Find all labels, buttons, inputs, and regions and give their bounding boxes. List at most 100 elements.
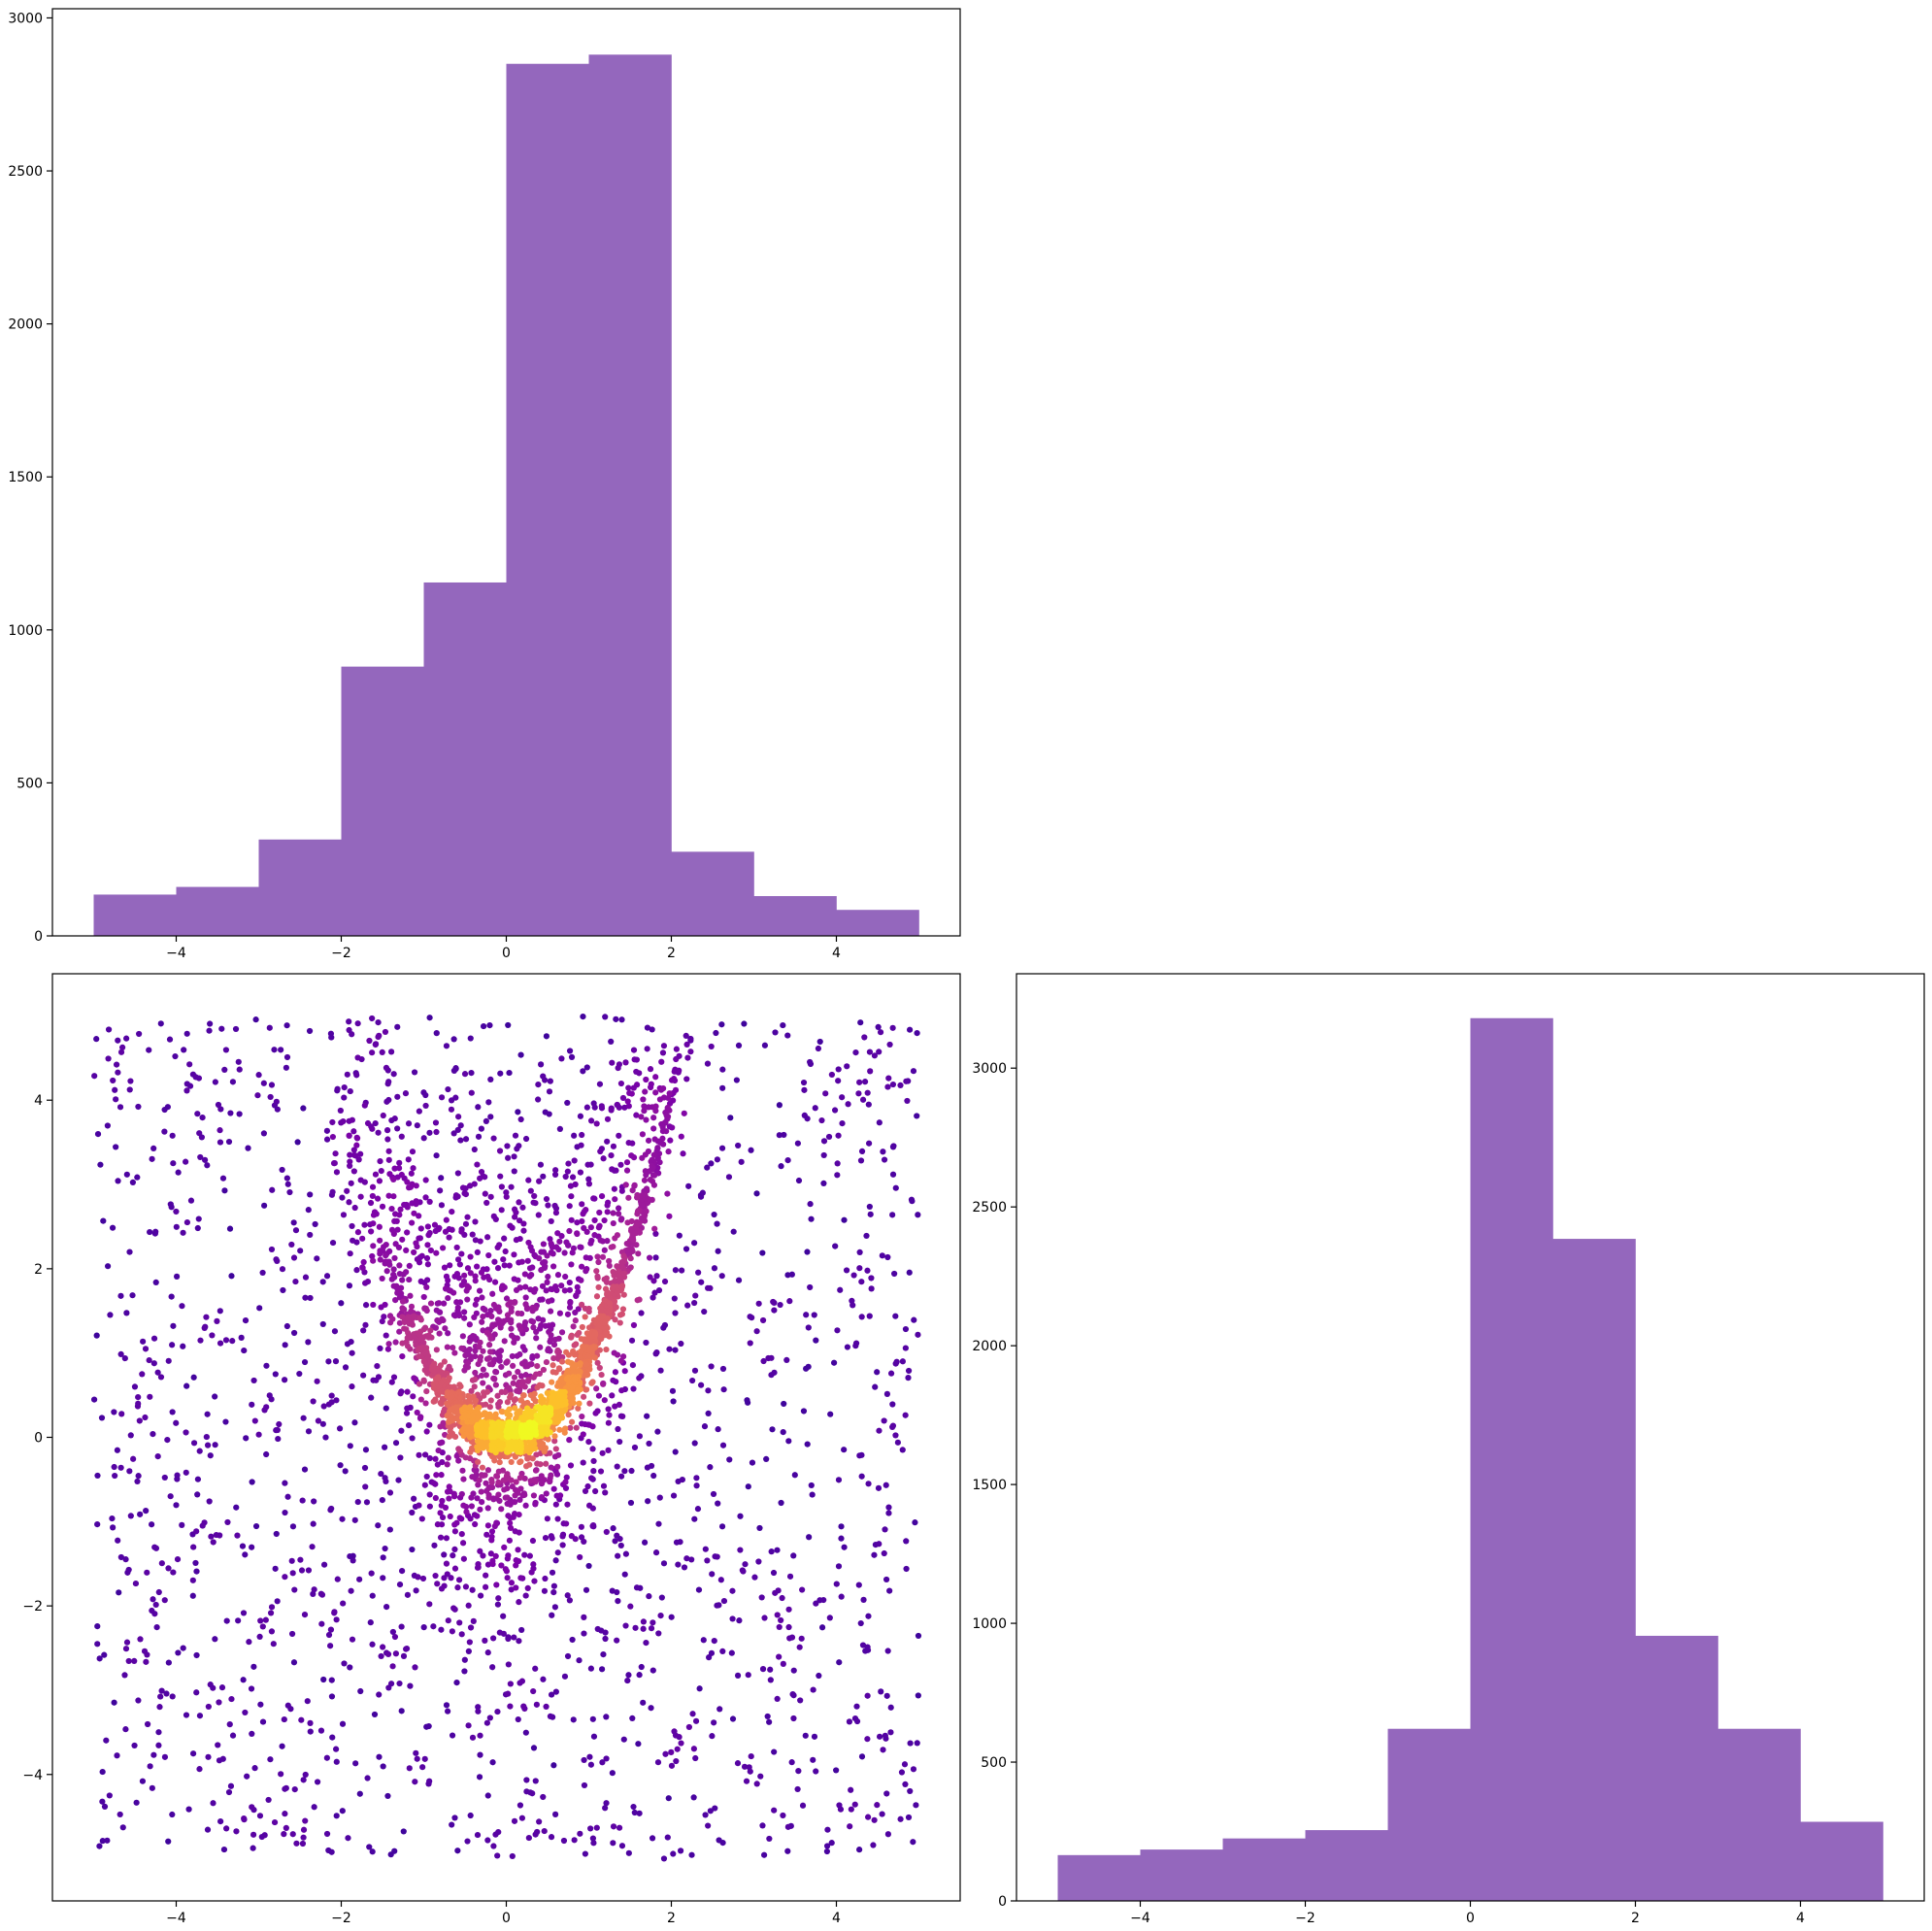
scatter-point <box>522 1294 529 1301</box>
scatter-point <box>398 1568 406 1575</box>
scatter-point <box>646 1593 652 1600</box>
scatter-point <box>789 1691 796 1698</box>
scatter-point <box>768 1548 775 1555</box>
scatter-point <box>652 1089 659 1096</box>
scatter-point <box>633 1229 640 1237</box>
scatter-point <box>127 1432 134 1439</box>
scatter-point <box>543 1033 550 1040</box>
scatter-point <box>800 1079 808 1086</box>
scatter-point <box>545 1298 552 1305</box>
scatter-point <box>604 1209 611 1215</box>
scatter-point <box>207 1452 214 1459</box>
scatter-point <box>450 1036 457 1043</box>
scatter-point <box>601 1247 608 1253</box>
scatter-point <box>350 1128 357 1135</box>
scatter-point <box>453 1519 460 1526</box>
scatter-point <box>97 1161 104 1168</box>
scatter-point <box>333 1397 340 1404</box>
scatter-point <box>666 1213 673 1219</box>
scatter-point <box>522 1372 529 1379</box>
scatter-point <box>443 1560 450 1567</box>
scatter-point <box>755 1300 762 1307</box>
scatter-point <box>644 1046 650 1052</box>
scatter-point <box>328 1693 336 1700</box>
scatter-point <box>240 1610 248 1616</box>
scatter-point <box>577 1830 583 1837</box>
scatter-point <box>602 1332 609 1339</box>
scatter-point <box>601 1216 608 1224</box>
scatter-point <box>396 1319 404 1326</box>
scatter-point <box>564 1168 571 1175</box>
scatter-point <box>221 1066 228 1074</box>
scatter-point <box>727 1115 734 1121</box>
scatter-point <box>276 1420 283 1428</box>
scatter-point <box>846 1718 853 1725</box>
scatter-point <box>605 1406 612 1413</box>
scatter-point <box>154 1369 161 1376</box>
scatter-point <box>155 1742 162 1748</box>
scatter-point <box>786 1573 794 1580</box>
scatter-point <box>615 1425 621 1433</box>
scatter-point <box>438 1585 446 1592</box>
scatter-point <box>566 1304 574 1311</box>
scatter-point <box>403 1247 410 1253</box>
scatter-point <box>639 1202 646 1209</box>
scatter-point <box>414 1122 420 1129</box>
scatter-point <box>680 1150 686 1157</box>
scatter-point <box>179 1521 185 1528</box>
scatter-point <box>157 1020 164 1027</box>
scatter-point <box>312 1220 318 1228</box>
scatter-point <box>493 1519 500 1526</box>
scatter-point <box>839 1120 846 1127</box>
scatter-point <box>799 1586 806 1593</box>
scatter-point <box>816 1672 822 1680</box>
scatter-point <box>630 1321 638 1329</box>
scatter-point <box>433 1307 440 1314</box>
scatter-point <box>577 1553 583 1561</box>
scatter-point <box>451 1349 458 1356</box>
scatter-point <box>539 1282 547 1289</box>
scatter-point <box>153 1623 160 1631</box>
scatter-point <box>515 1557 522 1565</box>
scatter-point <box>776 1623 783 1631</box>
scatter-point <box>487 1193 494 1200</box>
scatter-point <box>461 1656 468 1663</box>
scatter-point <box>113 1061 120 1068</box>
scatter-point <box>199 1522 206 1529</box>
scatter-point <box>475 1708 482 1715</box>
scatter-point <box>307 1191 314 1198</box>
scatter-point <box>484 1522 491 1529</box>
top-hist-xtick-label: 2 <box>667 946 676 961</box>
scatter-point <box>612 1196 618 1203</box>
scatter-point <box>833 1581 840 1587</box>
scatter-point <box>593 1120 600 1127</box>
scatter-point <box>511 1511 518 1517</box>
scatter-point <box>300 1105 307 1112</box>
scatter-point <box>528 1569 535 1576</box>
scatter-point <box>567 1298 574 1306</box>
scatter-point <box>579 1201 585 1208</box>
scatter-point <box>521 1705 528 1713</box>
scatter-point <box>342 1364 350 1371</box>
scatter-point <box>202 1156 209 1163</box>
scatter-point <box>498 1183 505 1190</box>
scatter-point <box>614 1101 621 1109</box>
scatter-point <box>683 1041 690 1048</box>
scatter-point <box>675 1561 682 1568</box>
scatter-point <box>512 1396 518 1403</box>
right-hist-xtick-label: −4 <box>1130 1911 1150 1926</box>
scatter-point <box>518 1426 525 1434</box>
scatter-point <box>373 1377 380 1383</box>
scatter-point <box>427 1247 434 1254</box>
scatter-point <box>418 1336 425 1343</box>
scatter-point <box>604 1315 612 1322</box>
scatter-point <box>99 1838 106 1845</box>
scatter-point <box>527 1414 534 1420</box>
scatter-point <box>741 1763 749 1770</box>
scatter-point <box>584 1161 591 1168</box>
scatter-point <box>468 1387 475 1394</box>
scatter-point <box>384 1081 391 1087</box>
scatter-point <box>589 1715 596 1722</box>
scatter-point <box>551 1336 559 1343</box>
